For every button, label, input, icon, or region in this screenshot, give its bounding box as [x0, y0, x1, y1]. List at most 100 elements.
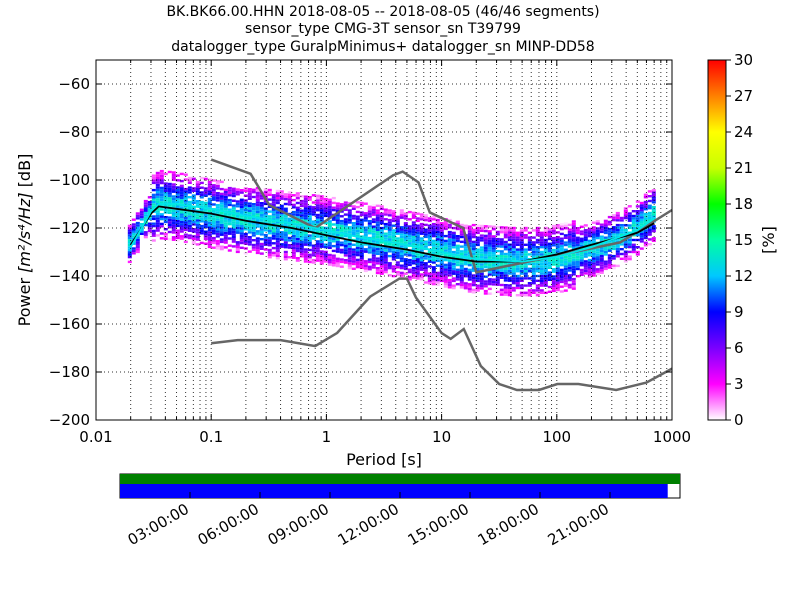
density-cell [363, 212, 368, 215]
density-cell [603, 226, 608, 230]
density-cell [159, 198, 164, 202]
density-cell [519, 229, 524, 232]
density-cell [307, 253, 312, 256]
density-cell [627, 245, 632, 249]
density-cell [283, 217, 288, 220]
density-cell [547, 261, 552, 265]
density-cell [491, 237, 496, 240]
density-cell [515, 265, 520, 268]
density-cell [307, 258, 312, 261]
density-cell [243, 218, 248, 221]
density-cell [223, 205, 228, 208]
density-cell [235, 190, 240, 194]
density-cell [259, 206, 264, 210]
density-cell [251, 227, 256, 230]
density-cell [335, 264, 340, 268]
density-cell [519, 246, 524, 249]
density-cell [287, 239, 292, 242]
density-cell [291, 254, 296, 257]
density-cell [259, 233, 264, 236]
density-cell [487, 237, 492, 240]
density-cell [295, 245, 300, 248]
density-cell [595, 253, 600, 257]
density-cell [427, 255, 432, 259]
density-cell [231, 228, 236, 231]
density-cell [607, 256, 612, 260]
density-cell [327, 215, 332, 218]
density-cell [235, 229, 240, 232]
density-cell [395, 249, 400, 252]
density-cell [455, 237, 460, 240]
density-cell [415, 270, 420, 273]
density-cell [651, 196, 656, 199]
density-cell [219, 207, 224, 210]
density-cell [499, 269, 504, 272]
density-cell [275, 223, 280, 226]
density-cell [211, 184, 216, 187]
density-cell [563, 289, 568, 292]
density-cell [547, 285, 552, 289]
density-cell [435, 252, 440, 255]
density-cell [223, 246, 228, 249]
density-cell [271, 194, 276, 197]
density-cell [499, 288, 504, 291]
density-cell [623, 240, 628, 244]
density-cell [359, 245, 364, 248]
density-cell [387, 274, 392, 277]
density-cell [419, 278, 424, 281]
density-cell [351, 214, 356, 218]
density-cell [139, 208, 144, 211]
density-cell [547, 271, 552, 274]
density-cell [591, 274, 596, 277]
density-cell [275, 240, 280, 243]
density-cell [303, 238, 308, 242]
density-cell [475, 236, 480, 239]
density-cell [231, 223, 236, 226]
density-cell [191, 206, 196, 209]
density-cell [279, 226, 284, 229]
density-cell [403, 241, 408, 244]
density-cell [315, 218, 320, 221]
density-cell [491, 256, 496, 260]
density-cell [431, 278, 436, 281]
density-cell [591, 271, 596, 275]
density-cell [163, 220, 168, 224]
density-cell [643, 212, 648, 216]
density-cell [523, 284, 528, 287]
density-cell [147, 208, 152, 211]
density-cell [287, 198, 292, 201]
density-cell [183, 221, 188, 224]
density-cell [435, 278, 440, 282]
density-cell [611, 235, 616, 239]
density-cell [647, 219, 652, 222]
density-cell [455, 283, 460, 286]
density-cell [647, 211, 652, 215]
density-cell [399, 214, 404, 217]
density-cell [395, 227, 400, 231]
density-cell [635, 234, 640, 237]
density-cell [579, 259, 584, 262]
density-cell [531, 267, 536, 270]
density-cell [223, 241, 228, 244]
density-cell [523, 229, 528, 232]
density-cell [495, 240, 500, 243]
density-cell [459, 245, 464, 248]
density-cell [207, 240, 212, 244]
x-axis-label: Period [s] [346, 450, 422, 469]
density-cell [359, 240, 364, 243]
density-cell [303, 255, 308, 258]
density-cell [643, 241, 648, 244]
density-cell [551, 280, 556, 283]
density-cell [443, 268, 448, 271]
density-cell [515, 238, 520, 242]
density-cell [311, 246, 316, 250]
density-cell [163, 218, 168, 221]
density-cell [283, 250, 288, 254]
density-cell [495, 269, 500, 272]
density-cell [479, 229, 484, 232]
density-cell [411, 257, 416, 260]
density-cell [635, 205, 640, 208]
density-cell [179, 215, 184, 219]
density-cell [215, 232, 220, 236]
density-cell [535, 286, 540, 290]
